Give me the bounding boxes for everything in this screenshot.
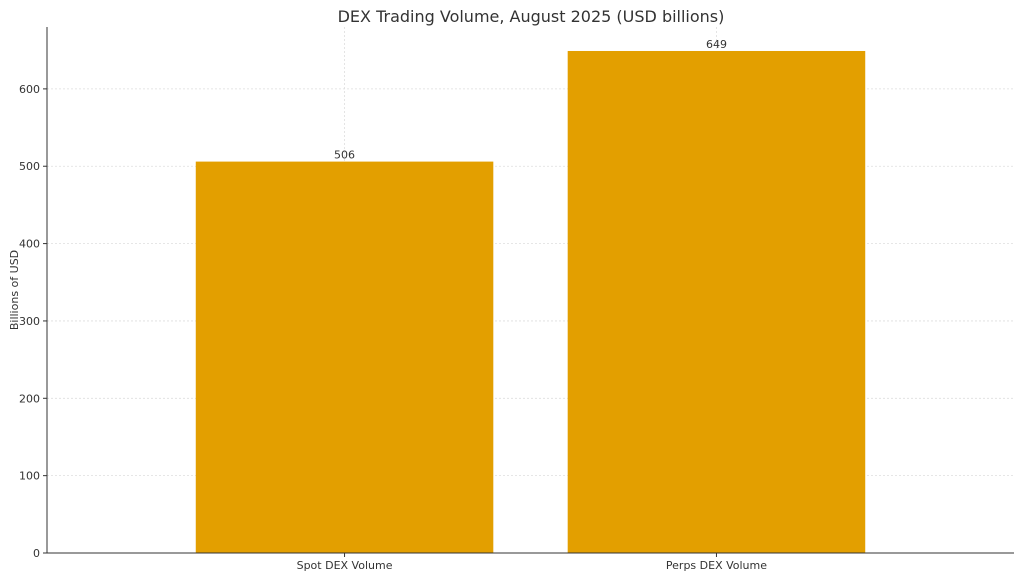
x-tick-label: Perps DEX Volume bbox=[666, 559, 767, 572]
bar bbox=[567, 50, 866, 554]
grid-lines bbox=[47, 27, 1014, 554]
y-tick-label: 300 bbox=[19, 315, 40, 328]
y-axis-label: Billions of USD bbox=[8, 250, 21, 330]
chart-title: DEX Trading Volume, August 2025 (USD bil… bbox=[338, 7, 725, 26]
y-axis-ticks: 0 100 200 300 400 500 600 bbox=[19, 83, 47, 560]
y-tick-label: 100 bbox=[19, 470, 40, 483]
y-tick-label: 0 bbox=[33, 547, 40, 560]
y-tick-label: 500 bbox=[19, 160, 40, 173]
data-label: 506 bbox=[334, 149, 355, 162]
data-labels: 506 649 bbox=[334, 38, 727, 162]
y-tick-label: 400 bbox=[19, 238, 40, 251]
x-tick-label: Spot DEX Volume bbox=[297, 559, 393, 572]
bar bbox=[195, 161, 494, 553]
x-axis-ticks: Spot DEX Volume Perps DEX Volume bbox=[297, 553, 767, 572]
data-label: 649 bbox=[706, 38, 727, 51]
y-tick-label: 200 bbox=[19, 392, 40, 405]
y-tick-label: 600 bbox=[19, 83, 40, 96]
bars bbox=[195, 50, 866, 554]
